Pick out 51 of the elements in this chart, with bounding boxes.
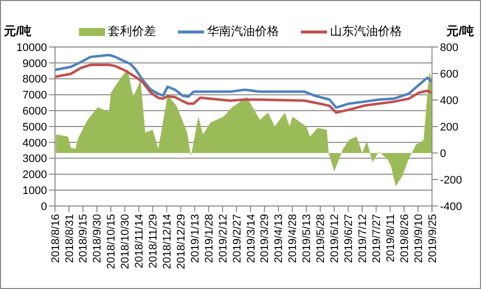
x-tick-label: 2019/3/14 [245, 214, 258, 263]
y-tick-label: 3000 [22, 153, 47, 166]
x-tick-label: 2018/9/15 [78, 214, 90, 263]
x-tick-label: 2019/6/12 [329, 214, 342, 263]
y2-tick-label: -200 [440, 174, 462, 186]
x-tick-label: 2019/9/25 [426, 214, 439, 263]
legend-label: 山东汽油价格 [330, 23, 402, 40]
y-axis-title: 元/吨 [4, 23, 32, 40]
y2-tick-label: -400 [440, 200, 462, 213]
legend-label: 华南汽油价格 [207, 23, 279, 40]
y2-axis-title: 元/吨 [446, 23, 474, 40]
x-tick-label: 2018/9/30 [92, 214, 104, 263]
y-tick-label: 6000 [22, 106, 47, 118]
x-tick-label: 2019/6/27 [343, 214, 356, 263]
y-tick-label: 1000 [22, 185, 47, 198]
x-tick-label: 2019/1/13 [189, 214, 202, 263]
y-tick-label: 10000 [16, 42, 47, 54]
x-tick-label: 2018/11/29 [148, 214, 160, 268]
y2-tick-label: 200 [440, 121, 458, 134]
legend-label: 套利价差 [108, 23, 156, 40]
x-tick-label: 2018/11/14 [134, 214, 146, 268]
y2-tick-label: 800 [440, 42, 458, 54]
y-tick-label: 8000 [22, 74, 47, 86]
y-tick-label: 0 [40, 200, 47, 213]
x-tick-label: 2019/2/12 [217, 214, 230, 263]
y-tick-label: 4000 [22, 137, 47, 150]
x-tick-label: 2019/8/11 [384, 214, 397, 262]
y-tick-label: 5000 [22, 121, 47, 134]
x-tick-label: 2019/2/27 [231, 214, 244, 263]
x-tick-label: 2019/8/26 [398, 214, 411, 263]
x-tick-label: 2018/12/14 [162, 214, 174, 270]
x-tick-label: 2018/8/16 [50, 214, 62, 263]
x-tick-label: 2019/5/28 [315, 214, 328, 263]
x-tick-label: 2019/3/29 [259, 214, 272, 263]
x-tick-label: 2018/10/15 [106, 214, 118, 270]
y2-tick-label: 600 [440, 68, 458, 80]
x-tick-label: 2019/4/28 [287, 214, 300, 263]
x-tick-label: 2019/7/12 [356, 214, 369, 263]
x-tick-label: 2018/8/31 [64, 214, 76, 263]
y2-tick-label: 0 [440, 148, 446, 160]
x-tick-label: 2019/1/28 [203, 214, 216, 263]
x-tick-label: 2018/12/29 [175, 214, 188, 270]
x-tick-label: 2019/4/13 [273, 214, 286, 263]
x-tick-label: 2019/7/27 [370, 214, 383, 263]
y-tick-label: 9000 [22, 58, 47, 70]
y2-tick-label: 400 [440, 94, 458, 107]
x-tick-label: 2019/9/10 [412, 214, 425, 263]
y-tick-label: 7000 [22, 90, 47, 102]
x-tick-label: 2019/5/13 [301, 214, 314, 263]
y-tick-label: 2000 [22, 169, 47, 182]
x-tick-label: 2018/10/30 [120, 214, 132, 270]
